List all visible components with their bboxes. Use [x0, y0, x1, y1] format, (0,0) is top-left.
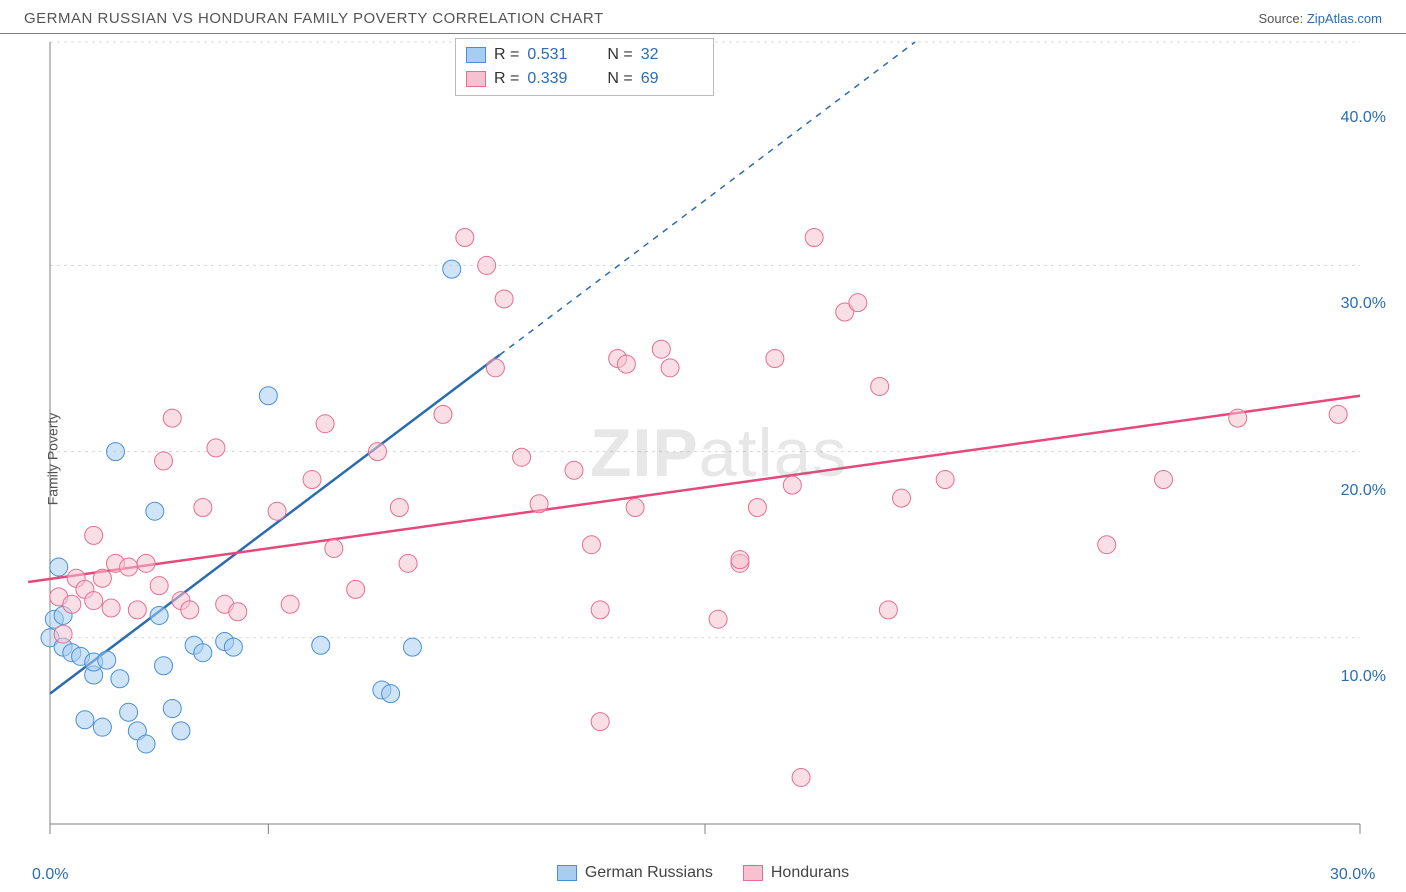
y-tick-label: 10.0% [1341, 668, 1386, 686]
chart-header: GERMAN RUSSIAN VS HONDURAN FAMILY POVERT… [0, 0, 1406, 34]
y-axis-label: Family Poverty [44, 413, 60, 506]
series-legend: German Russians Hondurans [0, 864, 1406, 882]
chart-area: Family Poverty ZIPatlas R =0.531N =32R =… [0, 34, 1406, 884]
source-label: Source: ZipAtlas.com [1258, 11, 1382, 26]
legend-swatch [466, 71, 486, 87]
y-tick-label: 30.0% [1341, 295, 1386, 313]
scatter-plot [0, 34, 1406, 884]
legend-swatch [557, 865, 577, 881]
legend-item: Hondurans [743, 864, 849, 882]
chart-title: GERMAN RUSSIAN VS HONDURAN FAMILY POVERT… [24, 10, 604, 27]
legend-row: R =0.339N =69 [466, 67, 703, 91]
x-tick-label: 0.0% [32, 866, 68, 884]
legend-swatch [466, 47, 486, 63]
legend-row: R =0.531N =32 [466, 43, 703, 67]
y-tick-label: 40.0% [1341, 109, 1386, 127]
legend-item: German Russians [557, 864, 713, 882]
correlation-legend: R =0.531N =32R =0.339N =69 [455, 38, 714, 96]
y-tick-label: 20.0% [1341, 482, 1386, 500]
x-tick-label: 30.0% [1330, 866, 1375, 884]
legend-swatch [743, 865, 763, 881]
source-link[interactable]: ZipAtlas.com [1307, 11, 1382, 26]
